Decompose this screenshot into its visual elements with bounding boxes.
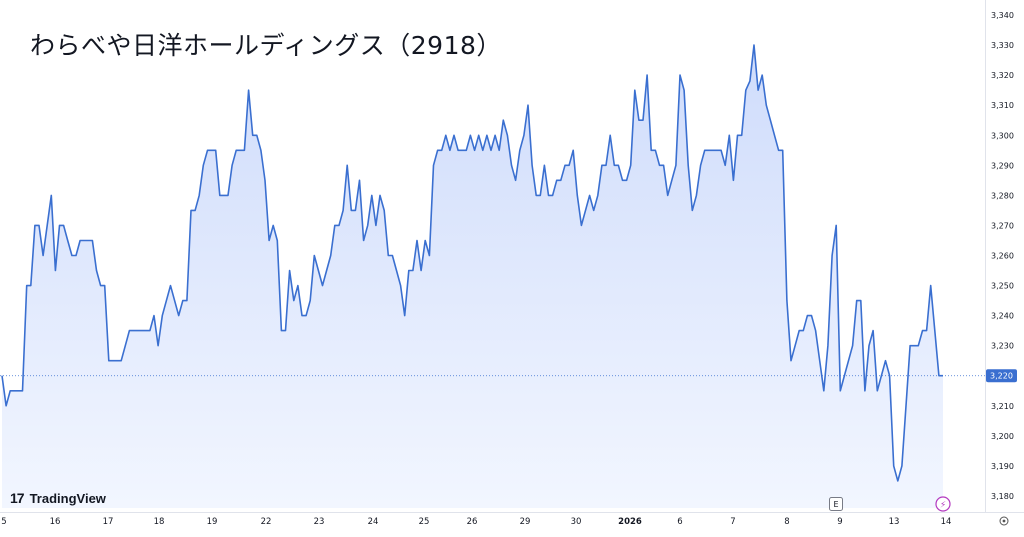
y-tick-label: 3,260 (991, 251, 1014, 260)
y-tick-label: 3,240 (991, 312, 1014, 321)
price-line (1, 44, 943, 482)
y-tick-label: 3,300 (991, 131, 1014, 140)
x-tick-label: 17 (103, 517, 114, 527)
y-tick-label: 3,270 (991, 221, 1014, 230)
x-tick-label: 30 (571, 517, 582, 527)
x-tick-label: 29 (520, 517, 531, 527)
x-tick-label: 25 (419, 517, 430, 527)
tradingview-mark-icon: 17 (10, 490, 25, 506)
y-tick-label: 3,340 (991, 11, 1014, 20)
earnings-marker[interactable]: E (829, 497, 843, 511)
y-tick-label: 3,180 (991, 492, 1014, 501)
x-tick-label: 7 (730, 517, 735, 527)
y-tick-label: 3,200 (991, 432, 1014, 441)
dividend-lightning-icon[interactable]: ⚡ (935, 496, 951, 512)
y-tick-label: 3,190 (991, 462, 1014, 471)
y-tick-label: 3,280 (991, 191, 1014, 200)
time-axis[interactable]: 5 16 17 18 19 22 23 24 25 26 29 30 2026 6 7 8 9 13 14 (1, 517, 951, 527)
x-tick-label: 14 (941, 517, 952, 527)
y-tick-label: 3,230 (991, 342, 1014, 351)
x-tick-label: 8 (784, 517, 789, 527)
x-tick-label: 2026 (618, 517, 642, 527)
x-tick-label: 19 (207, 517, 218, 527)
chart-title: わらべや日洋ホールディングス（2918） (30, 31, 502, 60)
svg-text:3,220: 3,220 (990, 372, 1013, 381)
x-tick-label: 22 (261, 517, 272, 527)
earnings-marker-label: E (833, 500, 838, 509)
x-tick-label: 18 (154, 517, 165, 527)
x-tick-label: 24 (368, 517, 379, 527)
tradingview-logo[interactable]: 17 TradingView (10, 490, 106, 506)
x-tick-label: 23 (314, 517, 325, 527)
x-tick-label: 6 (677, 517, 682, 527)
y-tick-label: 3,210 (991, 402, 1014, 411)
x-tick-label: 16 (50, 517, 61, 527)
x-tick-label: 5 (1, 517, 6, 527)
y-tick-label: 3,310 (991, 101, 1014, 110)
y-tick-label: 3,250 (991, 282, 1014, 291)
price-axis[interactable]: 3,180 3,190 3,200 3,210 3,220 3,230 3,240 3,250… (991, 11, 1014, 501)
y-tick-label: 3,330 (991, 41, 1014, 50)
event-markers[interactable]: E ⚡ (829, 496, 951, 512)
x-tick-label: 26 (467, 517, 478, 527)
x-tick-label: 9 (837, 517, 842, 527)
y-tick-label: 3,290 (991, 161, 1014, 170)
y-tick-label: 3,320 (991, 71, 1014, 80)
x-tick-label: 13 (889, 517, 900, 527)
settings-gear-icon[interactable] (999, 516, 1009, 526)
logo-text: TradingView (29, 490, 106, 506)
price-area (2, 45, 943, 508)
current-price-badge: 3,220 (986, 369, 1017, 383)
grid-lines (0, 0, 1024, 513)
dividend-marker-label: ⚡ (940, 501, 946, 511)
